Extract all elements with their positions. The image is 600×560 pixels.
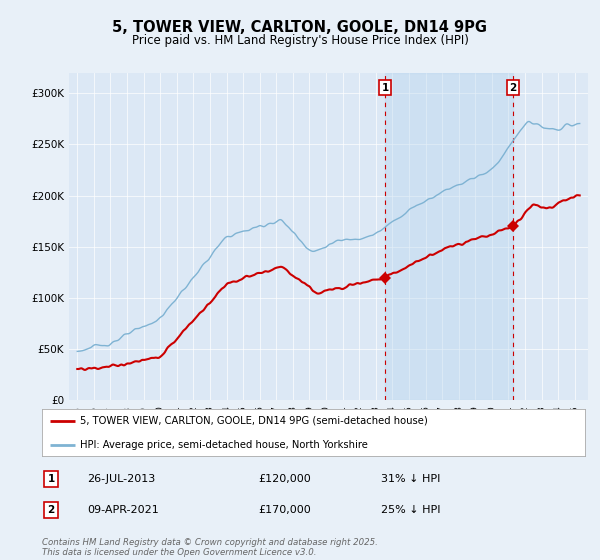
Text: 1: 1: [382, 83, 389, 92]
Text: HPI: Average price, semi-detached house, North Yorkshire: HPI: Average price, semi-detached house,…: [80, 440, 368, 450]
Text: 2: 2: [509, 83, 517, 92]
Text: 1: 1: [47, 474, 55, 484]
Text: £170,000: £170,000: [258, 505, 311, 515]
Text: 2: 2: [47, 505, 55, 515]
Text: 26-JUL-2013: 26-JUL-2013: [87, 474, 155, 484]
Text: 5, TOWER VIEW, CARLTON, GOOLE, DN14 9PG: 5, TOWER VIEW, CARLTON, GOOLE, DN14 9PG: [113, 20, 487, 35]
Text: 5, TOWER VIEW, CARLTON, GOOLE, DN14 9PG (semi-detached house): 5, TOWER VIEW, CARLTON, GOOLE, DN14 9PG …: [80, 416, 428, 426]
Text: 09-APR-2021: 09-APR-2021: [87, 505, 159, 515]
Bar: [385, 73, 513, 400]
Text: Contains HM Land Registry data © Crown copyright and database right 2025.
This d: Contains HM Land Registry data © Crown c…: [42, 538, 378, 557]
Text: 25% ↓ HPI: 25% ↓ HPI: [381, 505, 440, 515]
Text: 31% ↓ HPI: 31% ↓ HPI: [381, 474, 440, 484]
Text: £120,000: £120,000: [258, 474, 311, 484]
Text: Price paid vs. HM Land Registry's House Price Index (HPI): Price paid vs. HM Land Registry's House …: [131, 34, 469, 46]
